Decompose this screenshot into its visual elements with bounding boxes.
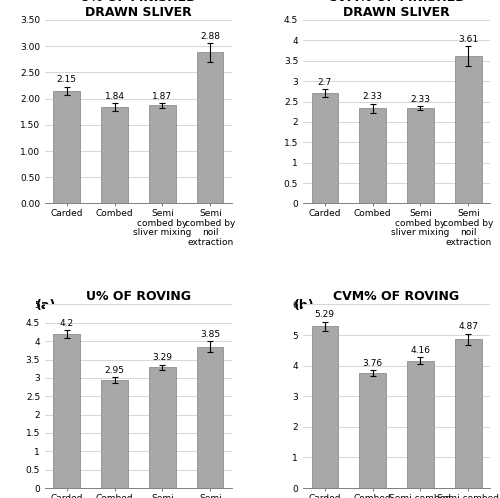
Text: 4.16: 4.16	[410, 346, 430, 355]
Title: U% OF ROVING: U% OF ROVING	[86, 290, 191, 303]
Bar	[408, 109, 434, 204]
Bar	[150, 106, 176, 204]
Bar	[102, 380, 128, 488]
Text: 2.33: 2.33	[362, 92, 382, 102]
Bar	[54, 91, 80, 204]
Title: U% OF FINISHED
DRAWN SLIVER: U% OF FINISHED DRAWN SLIVER	[80, 0, 196, 19]
Bar	[312, 93, 338, 204]
Bar	[150, 367, 176, 488]
Text: 3.85: 3.85	[200, 330, 220, 339]
Text: 2.95: 2.95	[104, 366, 124, 374]
Bar	[102, 107, 128, 204]
Bar	[455, 339, 481, 488]
Text: (b): (b)	[294, 299, 314, 312]
Text: 4.87: 4.87	[458, 322, 478, 331]
Text: 5.29: 5.29	[314, 310, 334, 319]
Text: 2.15: 2.15	[56, 75, 76, 84]
Text: 2.33: 2.33	[410, 95, 430, 104]
Text: 2.88: 2.88	[200, 32, 220, 41]
Bar	[197, 52, 224, 204]
Title: CVM% OF FINISHED
DRAWN SLIVER: CVM% OF FINISHED DRAWN SLIVER	[328, 0, 466, 19]
Text: 3.76: 3.76	[362, 359, 382, 368]
Bar	[360, 109, 386, 204]
Text: 3.61: 3.61	[458, 35, 478, 44]
Text: 3.29: 3.29	[152, 354, 172, 363]
Text: 2.7: 2.7	[318, 78, 332, 87]
Bar	[197, 347, 224, 488]
Bar	[54, 334, 80, 488]
Bar	[360, 373, 386, 488]
Bar	[312, 326, 338, 488]
Bar	[455, 56, 481, 204]
Text: 1.84: 1.84	[104, 92, 124, 101]
Bar	[408, 361, 434, 488]
Text: 1.87: 1.87	[152, 92, 172, 101]
Text: 4.2: 4.2	[60, 319, 74, 328]
Title: CVM% OF ROVING: CVM% OF ROVING	[334, 290, 460, 303]
Text: (a): (a)	[36, 299, 56, 312]
